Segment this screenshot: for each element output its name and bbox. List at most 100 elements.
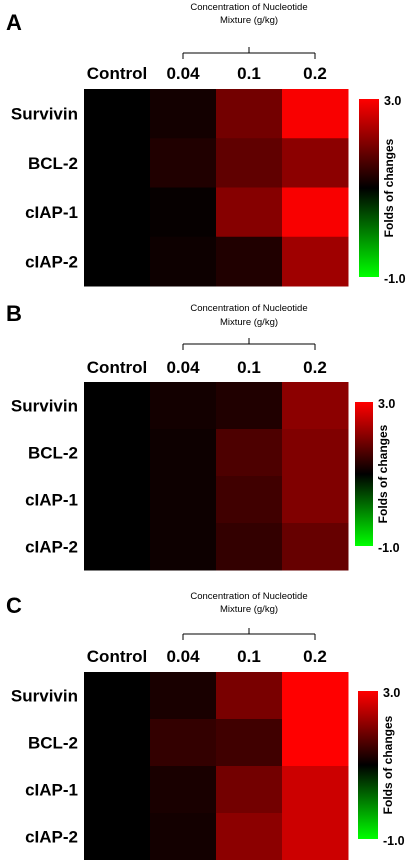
heatmap-cell [150, 89, 217, 139]
heatmap-panel-B: B Concentration of Nucleotide Mixture (g/k… [6, 301, 400, 571]
heatmap-cell [150, 382, 217, 430]
row-label: Survivin [11, 687, 78, 706]
panel-label: A [6, 10, 22, 35]
heatmap-cell [150, 429, 217, 477]
heatmap-cell [84, 429, 151, 477]
heatmap-cell [216, 523, 283, 571]
heatmap-cell [282, 813, 349, 860]
colorbar-title: Folds of changes [382, 138, 396, 237]
panel-label: C [6, 593, 22, 618]
heatmap-cell [282, 766, 349, 814]
heatmap-cell [216, 89, 283, 139]
row-label: cIAP-2 [25, 538, 78, 557]
heatmap-cell [282, 672, 349, 720]
row-label: cIAP-2 [25, 252, 78, 271]
heatmap-cell [84, 382, 151, 430]
column-group-label: Mixture (g/kg) [220, 604, 278, 615]
column-label: 0.1 [237, 64, 261, 83]
heatmap-cell [150, 719, 217, 767]
column-label: Control [87, 358, 147, 377]
heatmap-cell [84, 719, 151, 767]
heatmap-cell [150, 766, 217, 814]
heatmap-cell [216, 187, 283, 238]
heatmap-cell [282, 138, 349, 188]
column-group-label: Concentration of Nucleotide [190, 303, 307, 314]
column-label: 0.1 [237, 358, 261, 377]
row-label: cIAP-1 [25, 203, 78, 222]
row-label: Survivin [11, 105, 78, 124]
column-bracket [182, 338, 316, 350]
colorbar-min-label: -1.0 [384, 272, 406, 286]
heatmap-cell [282, 719, 349, 767]
colorbar-max-label: 3.0 [384, 94, 401, 108]
column-group-label: Concentration of Nucleotide [190, 591, 307, 602]
column-group-label: Mixture (g/kg) [220, 317, 278, 328]
colorbar-title: Folds of changes [376, 424, 390, 523]
heatmap-cell [216, 138, 283, 188]
column-label: 0.04 [166, 647, 200, 666]
heatmap-cell [216, 429, 283, 477]
row-label: cIAP-1 [25, 491, 78, 510]
heatmap-cell [282, 429, 349, 477]
heatmap-cell [150, 236, 217, 287]
column-label: 0.1 [237, 647, 261, 666]
column-group-label: Mixture (g/kg) [220, 15, 278, 26]
colorbar-title: Folds of changes [381, 715, 395, 814]
heatmap-cell [216, 766, 283, 814]
column-label: Control [87, 647, 147, 666]
row-label: BCL-2 [28, 444, 78, 463]
column-group-label: Concentration of Nucleotide [190, 2, 307, 13]
heatmap-cell [216, 236, 283, 287]
heatmap-cell [216, 382, 283, 430]
heatmap-cell [216, 476, 283, 524]
column-bracket [182, 47, 316, 59]
colorbar [355, 402, 373, 546]
heatmap-cell [84, 672, 151, 720]
heatmap-cell [216, 719, 283, 767]
column-label: Control [87, 64, 147, 83]
colorbar [359, 99, 379, 277]
heatmap-cell [84, 523, 151, 571]
heatmap-cell [84, 813, 151, 860]
heatmap-cell [282, 476, 349, 524]
column-label: 0.2 [303, 358, 327, 377]
heatmap-cell [150, 138, 217, 188]
column-label: 0.04 [166, 64, 200, 83]
heatmap-cell [150, 187, 217, 238]
heatmap-cell [150, 813, 217, 860]
heatmap-cell [84, 766, 151, 814]
row-label: BCL-2 [28, 734, 78, 753]
colorbar-min-label: -1.0 [383, 834, 405, 848]
heatmap-cell [150, 672, 217, 720]
heatmap-cell [216, 672, 283, 720]
heatmap-cell [282, 89, 349, 139]
heatmap-cell [84, 89, 151, 139]
colorbar [358, 691, 378, 839]
heatmap-cell [150, 523, 217, 571]
colorbar-max-label: 3.0 [383, 686, 400, 700]
heatmap-cell [150, 476, 217, 524]
heatmap-cell [84, 476, 151, 524]
row-label: Survivin [11, 397, 78, 416]
heatmap-cell [84, 236, 151, 287]
heatmap-cell [84, 138, 151, 188]
row-label: cIAP-1 [25, 781, 78, 800]
heatmap-cell [216, 813, 283, 860]
heatmap-cell [84, 187, 151, 238]
column-label: 0.2 [303, 647, 327, 666]
heatmap-cell [282, 523, 349, 571]
panel-label: B [6, 301, 22, 326]
heatmap-cell [282, 187, 349, 238]
column-label: 0.04 [166, 358, 200, 377]
colorbar-max-label: 3.0 [378, 397, 395, 411]
heatmap-cell [282, 236, 349, 287]
row-label: cIAP-2 [25, 828, 78, 847]
colorbar-min-label: -1.0 [378, 541, 400, 555]
heatmap-panel-A: A Concentration of Nucleotide Mixture (g/k… [6, 2, 406, 287]
heatmap-panel-C: C Concentration of Nucleotide Mixture (g/k… [6, 591, 405, 860]
row-label: BCL-2 [28, 154, 78, 173]
heatmap-cell [282, 382, 349, 430]
column-bracket [182, 628, 316, 640]
column-label: 0.2 [303, 64, 327, 83]
